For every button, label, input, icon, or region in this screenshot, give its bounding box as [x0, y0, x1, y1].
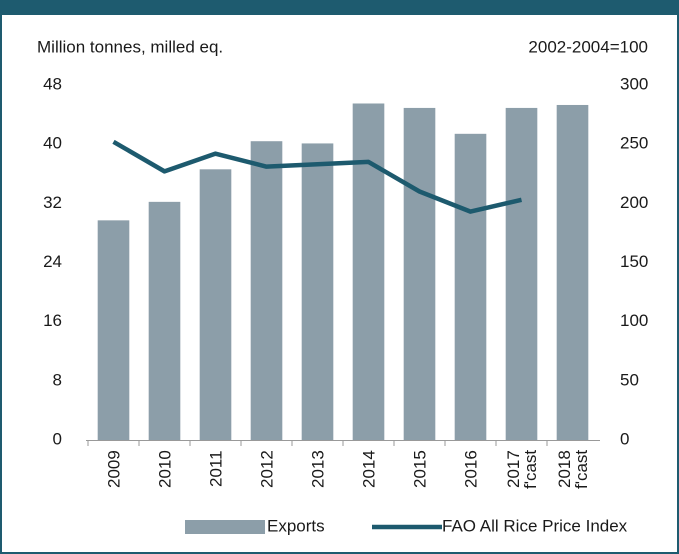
bar: [199, 169, 232, 440]
y2-tick-label: 0: [620, 429, 629, 448]
y2-tick-label: 300: [620, 74, 648, 93]
y-tick-label: 16: [43, 311, 62, 330]
x-tick-label: 2011: [206, 450, 225, 487]
y2-tick-label: 250: [620, 134, 648, 153]
y2-axis-title: 2002-2004=100: [528, 37, 648, 56]
bar: [454, 133, 487, 440]
y-tick-label: 40: [43, 134, 62, 153]
legend-label: Exports: [267, 516, 325, 535]
y2-tick-label: 200: [620, 193, 648, 212]
y-tick-label: 32: [43, 193, 62, 212]
line: [112, 139, 523, 214]
y-axis-title: Million tonnes, milled eq.: [37, 37, 223, 56]
y2-tick-label: 100: [620, 311, 648, 330]
bar: [148, 201, 181, 440]
legend-swatch: [185, 520, 265, 534]
x-tick-label: 2009: [104, 450, 123, 488]
bar: [352, 103, 385, 440]
bar: [97, 220, 130, 440]
bar: [250, 141, 283, 441]
y-tick-label: 24: [43, 252, 62, 271]
x-tick-label: 2016: [461, 450, 480, 488]
y2-tick-label: 50: [620, 370, 639, 389]
bar: [403, 107, 436, 440]
legend-label: FAO All Rice Price Index: [442, 516, 628, 535]
x-tick-label: 2010: [155, 450, 174, 488]
y-tick-label: 8: [53, 370, 62, 389]
y-tick-label: 0: [53, 429, 62, 448]
x-tick-label: 2017 f'cast: [503, 450, 540, 490]
x-tick-label: 2013: [308, 450, 327, 488]
y2-tick-label: 150: [620, 252, 648, 271]
x-tick-label: 2015: [410, 450, 429, 488]
x-tick-label: 2014: [359, 450, 378, 488]
y-tick-label: 48: [43, 74, 62, 93]
bar: [301, 143, 334, 441]
x-tick-label: 2012: [257, 450, 276, 488]
x-tick-label: 2018 f'cast: [554, 450, 591, 490]
bar: [556, 104, 589, 440]
bar: [505, 107, 538, 440]
header-bar: [0, 0, 679, 15]
